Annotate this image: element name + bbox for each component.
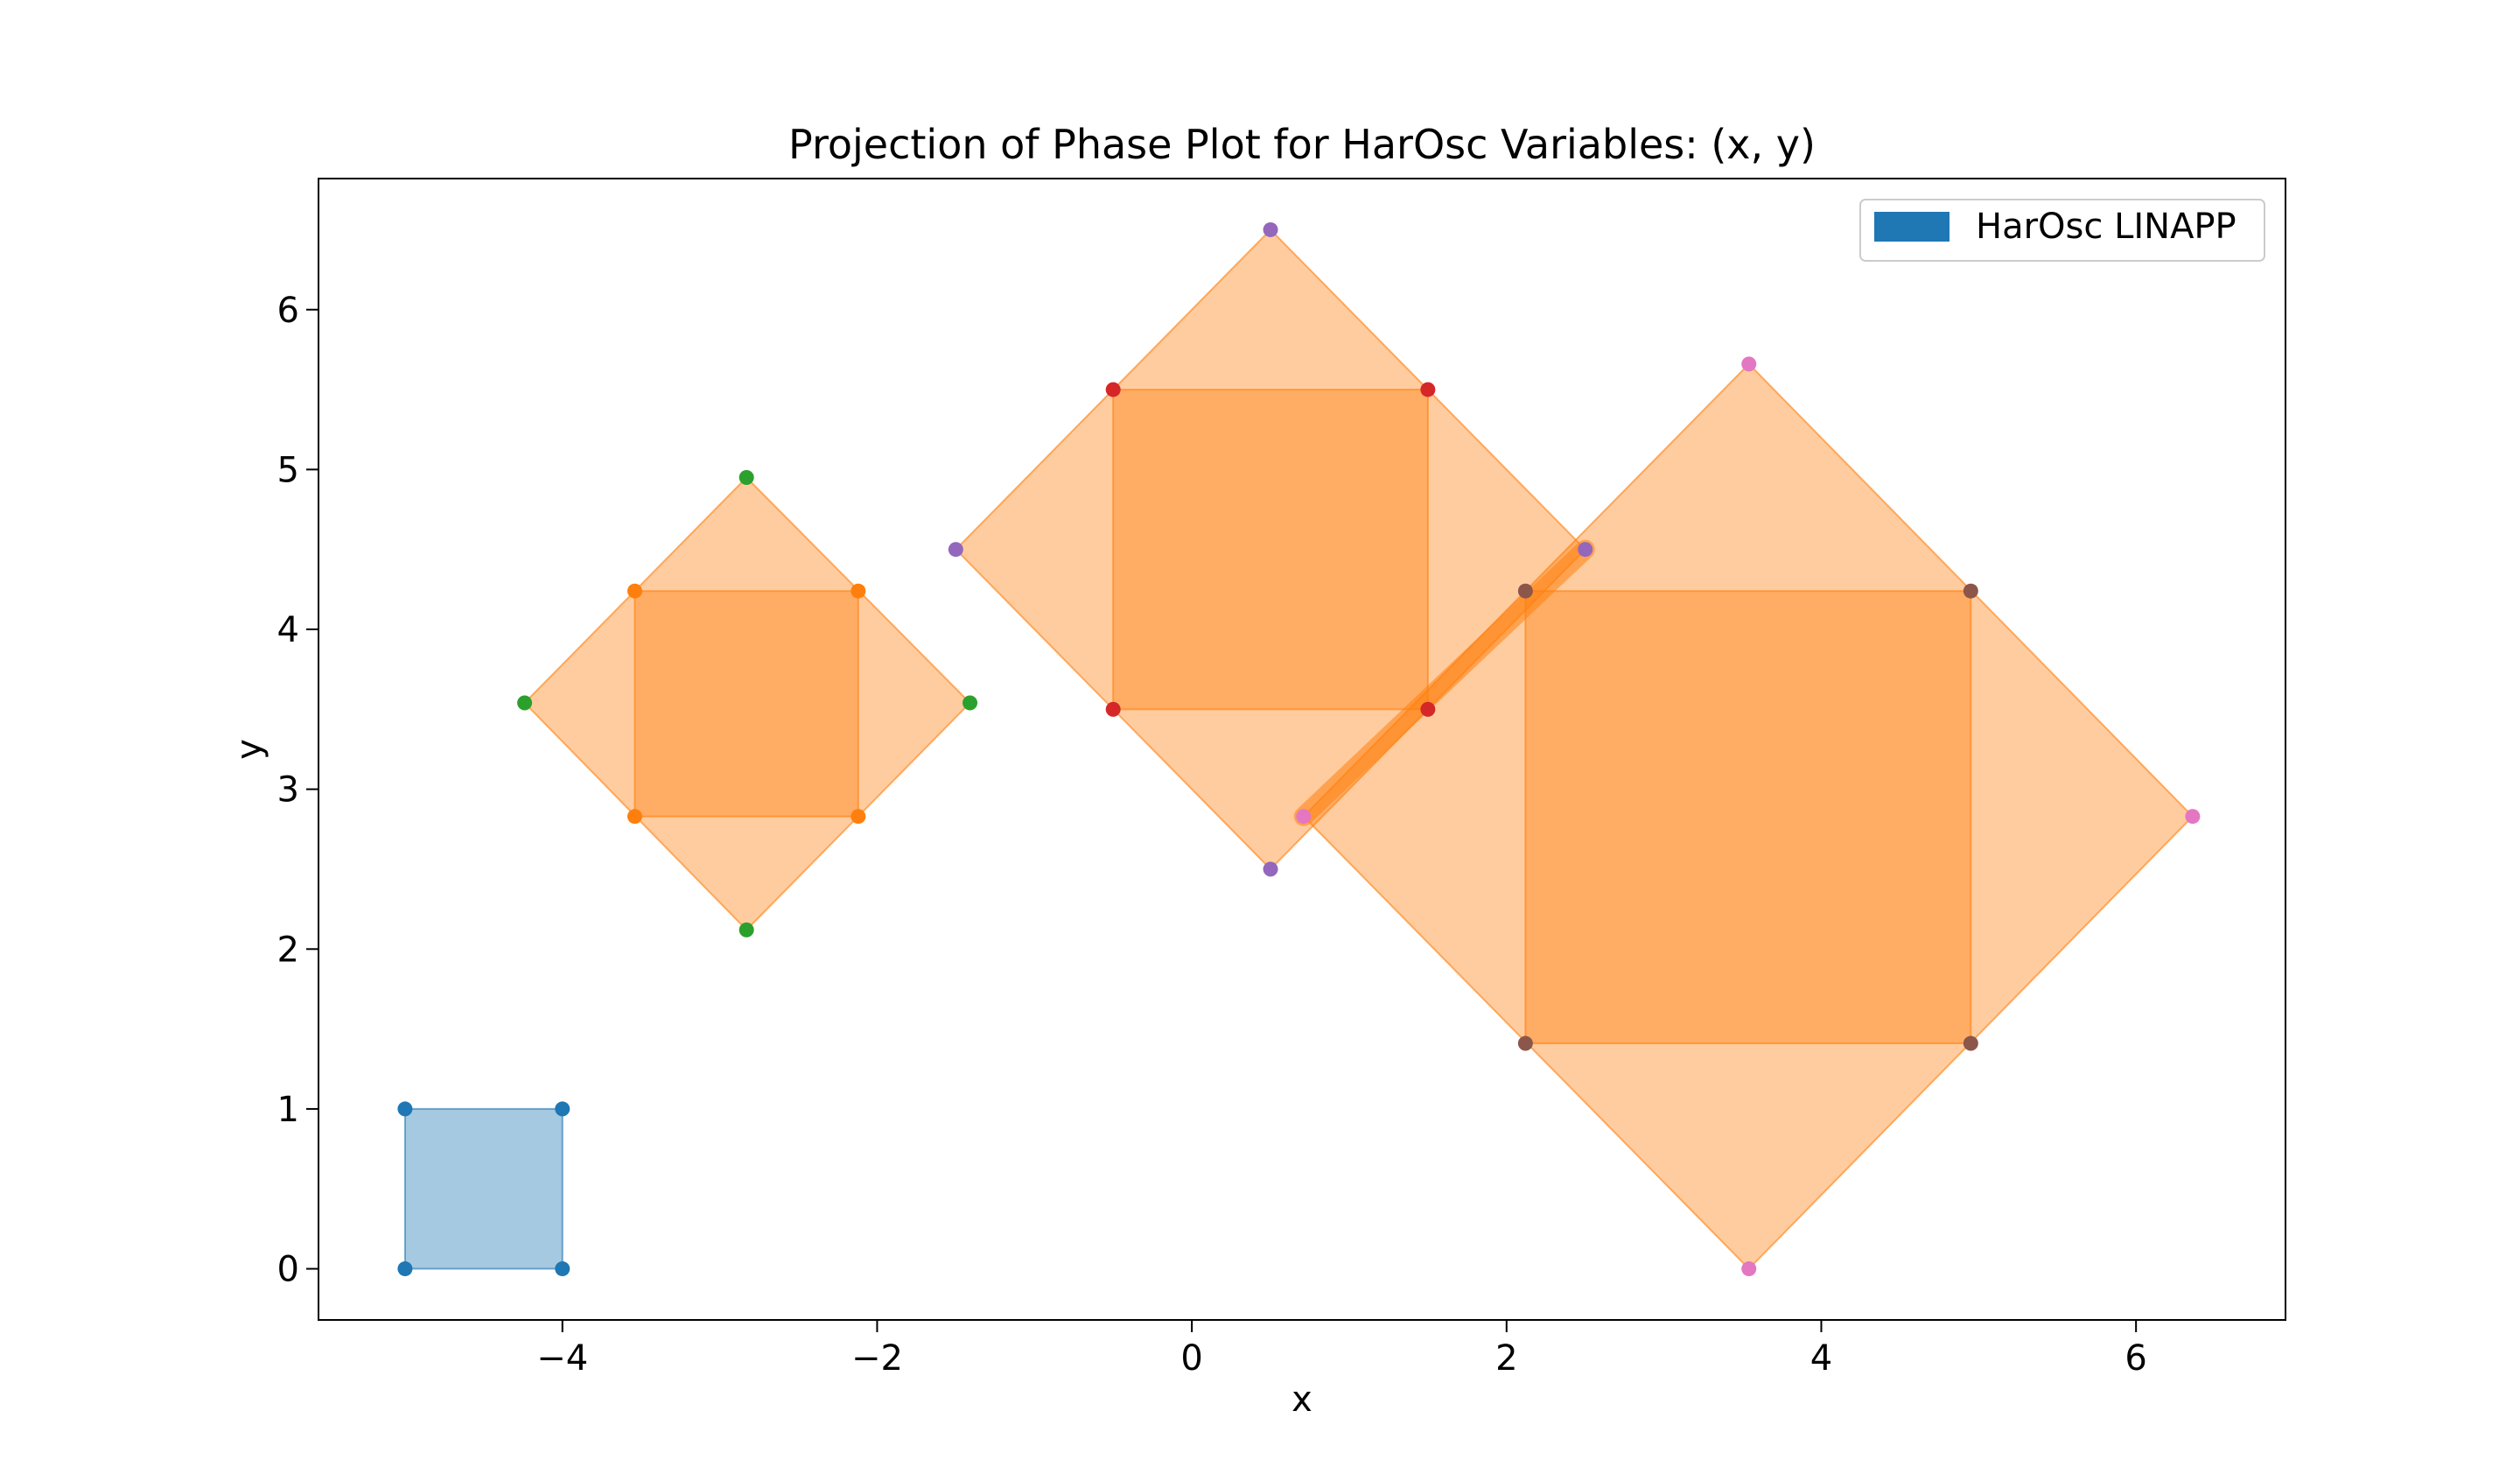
- x-tick-label: −4: [536, 1338, 588, 1379]
- vertex-point-3-3: [1105, 382, 1121, 397]
- vertex-point-1-0: [626, 809, 642, 825]
- y-axis-label: y: [229, 739, 270, 760]
- vertex-point-0-2: [555, 1101, 570, 1117]
- vertex-point-5-0: [1517, 1035, 1533, 1051]
- axes-frame: [318, 178, 2286, 1321]
- reachset-polygon-2: [634, 590, 859, 818]
- transition-segment-0: [1293, 539, 1595, 826]
- vertex-point-6-3: [1296, 809, 1312, 825]
- vertex-point-0-3: [397, 1101, 413, 1117]
- legend: HarOsc LINAPP: [1859, 199, 2265, 262]
- axis-ticks: −4 −2 0 2 4 6 0 1 2 3 4 5 6: [277, 291, 2147, 1379]
- vertex-point-4-1: [1578, 542, 1593, 558]
- x-axis-label: x: [1292, 1379, 1312, 1420]
- vertex-point-1-1: [850, 809, 866, 825]
- y-tick-label: 3: [277, 770, 299, 811]
- legend-entry-label: HarOsc LINAPP: [1976, 207, 2236, 247]
- x-tick-label: 0: [1180, 1338, 1202, 1379]
- y-tick-label: 5: [277, 450, 299, 490]
- vertex-point-2-0: [738, 922, 754, 937]
- x-tick-label: −2: [851, 1338, 903, 1379]
- vertex-point-3-2: [1420, 382, 1436, 397]
- vertex-point-4-2: [1263, 221, 1278, 237]
- vertex-point-5-2: [1963, 583, 1978, 599]
- vertex-point-2-2: [738, 470, 754, 486]
- legend-swatch: [1874, 212, 1950, 242]
- vertex-point-2-3: [517, 695, 533, 711]
- chart-title: Projection of Phase Plot for HarOsc Vari…: [788, 121, 1816, 168]
- y-tick-label: 1: [277, 1090, 299, 1130]
- y-tick-label: 6: [277, 291, 299, 331]
- vertex-point-0-0: [397, 1261, 413, 1277]
- vertex-point-4-0: [1263, 861, 1278, 877]
- vertex-point-6-1: [2185, 809, 2201, 825]
- vertex-point-3-1: [1420, 701, 1436, 717]
- x-tick-label: 4: [1810, 1338, 1832, 1379]
- vertex-point-1-3: [626, 583, 642, 599]
- reachset-polygon-6: [1524, 590, 1972, 1045]
- vertex-point-4-3: [948, 542, 963, 558]
- vertex-point-3-0: [1105, 701, 1121, 717]
- reachset-polygon-4: [1112, 389, 1429, 711]
- vertex-point-0-1: [555, 1261, 570, 1277]
- vertex-point-6-0: [1741, 1261, 1757, 1277]
- reachset-polygon-0: [403, 1107, 564, 1270]
- plot-area: [397, 221, 2201, 1277]
- vertex-point-1-2: [850, 583, 866, 599]
- x-tick-label: 2: [1495, 1338, 1517, 1379]
- x-tick-label: 6: [2124, 1338, 2146, 1379]
- legend-box: [1859, 199, 2265, 262]
- vertex-point-2-1: [962, 695, 978, 711]
- y-tick-label: 4: [277, 610, 299, 650]
- y-tick-label: 2: [277, 930, 299, 970]
- vertex-point-5-3: [1517, 583, 1533, 599]
- vertex-point-6-2: [1741, 356, 1757, 372]
- y-tick-label: 0: [277, 1250, 299, 1290]
- vertex-point-5-1: [1963, 1035, 1978, 1051]
